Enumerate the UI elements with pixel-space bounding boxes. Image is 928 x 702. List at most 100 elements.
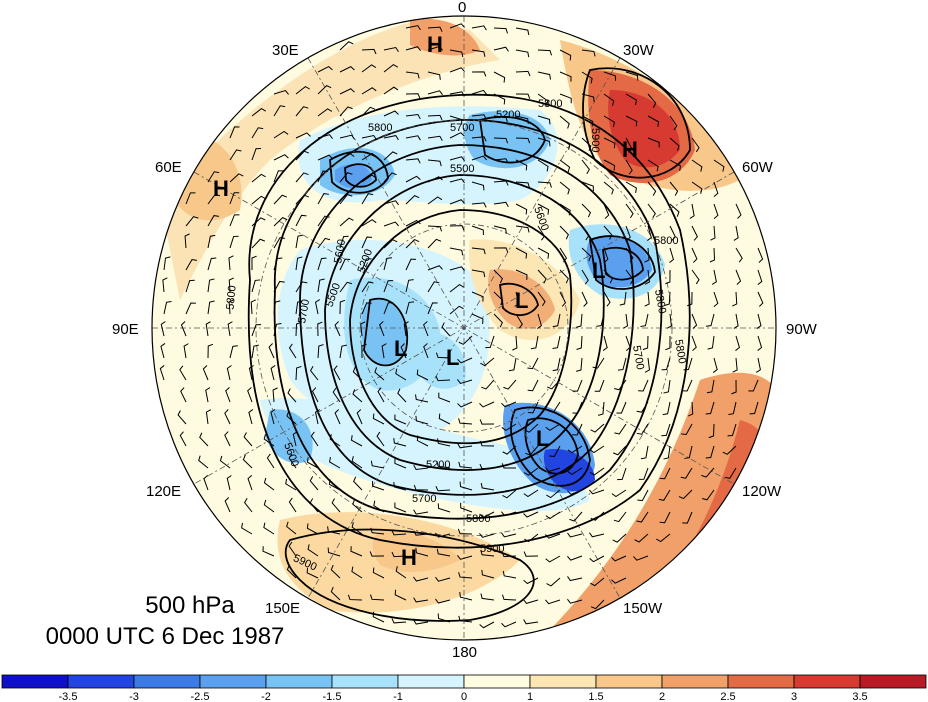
wind-barb <box>576 357 583 372</box>
wind-barb <box>287 388 297 403</box>
wind-barb <box>333 365 341 381</box>
wind-barb <box>647 93 657 108</box>
wind-barb <box>243 432 253 447</box>
wind-barb <box>436 548 451 557</box>
wind-barb <box>273 105 286 117</box>
wind-barb <box>479 419 495 425</box>
wind-barb <box>339 152 355 161</box>
map-level-title: 500 hPa <box>145 592 235 619</box>
wind-barb <box>572 423 583 436</box>
wind-barb <box>226 365 232 381</box>
wind-barb <box>339 88 355 95</box>
wind-barb <box>706 379 715 394</box>
wind-barb <box>383 46 399 52</box>
wind-barb <box>180 387 187 403</box>
wind-barb <box>576 335 583 350</box>
wind-barb <box>361 174 377 183</box>
wind-barb <box>438 413 451 425</box>
wind-barb <box>479 440 495 447</box>
wind-barb <box>524 423 539 433</box>
wind-barb <box>501 594 517 601</box>
wind-barb <box>603 225 613 240</box>
wind-barb <box>317 108 333 117</box>
wind-barb <box>493 180 509 186</box>
wind-barb <box>397 388 407 403</box>
wind-barb <box>369 551 385 557</box>
wind-barb <box>310 431 319 447</box>
wind-barb <box>647 203 656 219</box>
colorbar-tick-label: 1 <box>527 691 533 702</box>
wind-barb <box>273 300 281 315</box>
wind-barb <box>415 547 429 557</box>
contour-label: 5900 <box>480 543 504 555</box>
wind-barb <box>405 71 420 79</box>
wind-barb <box>691 137 700 153</box>
wind-barb <box>180 321 187 337</box>
wind-barb <box>394 589 407 601</box>
wind-barb <box>515 115 529 124</box>
low-center: L <box>515 288 528 313</box>
wind-barb <box>372 567 385 579</box>
wind-barb <box>501 621 517 628</box>
wind-barb <box>546 379 561 390</box>
colorbar-box <box>859 674 927 689</box>
wind-barb <box>493 71 506 83</box>
wind-barb <box>567 598 583 604</box>
colorbar-box <box>463 674 531 689</box>
wind-barb <box>383 86 399 95</box>
wind-barb <box>479 511 495 519</box>
wind-barb <box>347 594 363 601</box>
wind-barb <box>617 357 627 371</box>
lon-label-120e: 120E <box>146 483 181 500</box>
wind-barb <box>361 135 377 141</box>
contour-label: 5700 <box>296 298 312 324</box>
wind-barb <box>625 181 637 194</box>
wind-barb <box>292 431 298 447</box>
wind-barb <box>749 401 759 415</box>
wind-barb <box>405 258 417 271</box>
wind-barb <box>251 108 267 117</box>
wind-barb <box>334 409 341 425</box>
wind-barb <box>493 137 509 144</box>
wind-barb <box>393 438 407 447</box>
wind-barb <box>179 365 187 381</box>
wind-barb <box>537 71 551 80</box>
wind-barb <box>471 202 487 208</box>
wind-barb <box>688 401 694 417</box>
wind-barb <box>205 409 212 425</box>
wind-barb <box>590 511 605 521</box>
wind-barb <box>229 173 244 183</box>
wind-barb <box>329 456 341 469</box>
wind-barb <box>665 335 671 351</box>
wind-barb <box>638 467 649 480</box>
wind-barb <box>572 401 583 414</box>
wind-barb <box>656 533 671 543</box>
wind-barb <box>383 135 399 141</box>
wind-barb <box>179 431 187 447</box>
wind-barb <box>669 225 676 241</box>
wind-barb <box>603 269 613 284</box>
wind-barb <box>405 219 421 227</box>
wind-barb <box>273 280 285 293</box>
pressure-centers: H H H H L L L L L <box>213 32 638 570</box>
wind-barb <box>416 435 429 447</box>
wind-barb <box>369 594 385 601</box>
wind-barb <box>449 91 465 97</box>
wind-barb <box>251 255 257 271</box>
wind-barb <box>295 214 307 227</box>
wind-barb <box>372 413 385 425</box>
wind-barb <box>329 434 341 447</box>
colorbar-box <box>133 674 201 689</box>
wind-barb <box>710 225 716 241</box>
wind-barb <box>581 203 592 218</box>
wind-barb <box>684 445 693 459</box>
wind-barb <box>625 335 631 351</box>
wind-barb <box>471 313 484 324</box>
colorbar-tick-label: -1 <box>393 691 403 702</box>
wind-barb <box>270 409 276 425</box>
contour-label: 5800 <box>654 235 678 247</box>
wind-barb <box>691 181 703 194</box>
wind-barb <box>625 225 631 241</box>
wind-barb <box>273 217 288 227</box>
wind-barb <box>309 498 319 513</box>
